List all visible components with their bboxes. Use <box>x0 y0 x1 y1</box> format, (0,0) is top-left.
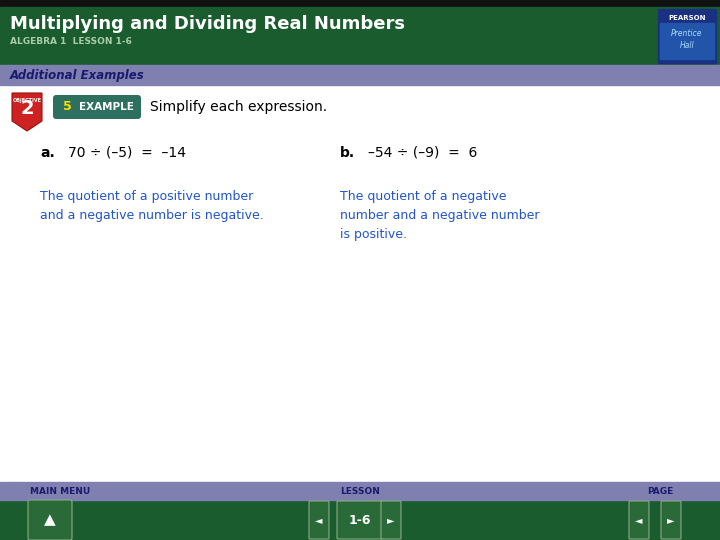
Text: The quotient of a negative
number and a negative number
is positive.: The quotient of a negative number and a … <box>340 190 539 241</box>
Text: 5: 5 <box>63 100 71 113</box>
Text: ►: ► <box>387 515 395 525</box>
Text: ◄: ◄ <box>635 515 643 525</box>
Text: EXAMPLE: EXAMPLE <box>78 102 133 112</box>
Text: ▲: ▲ <box>44 512 56 528</box>
FancyBboxPatch shape <box>53 95 141 119</box>
Bar <box>0 65 720 85</box>
FancyBboxPatch shape <box>309 501 329 539</box>
Text: OBJECTIVE: OBJECTIVE <box>12 98 42 103</box>
Bar <box>0 7 720 65</box>
Bar <box>658 9 716 63</box>
Text: 1-6: 1-6 <box>348 514 372 526</box>
Text: MAIN MENU: MAIN MENU <box>30 487 90 496</box>
FancyBboxPatch shape <box>661 501 681 539</box>
Text: Additional Examples: Additional Examples <box>10 69 145 82</box>
Text: 2: 2 <box>20 99 34 118</box>
Text: 70 ÷ (–5)  =  –14: 70 ÷ (–5) = –14 <box>68 146 186 160</box>
Bar <box>660 23 714 59</box>
Bar <box>0 500 720 540</box>
Text: ◄: ◄ <box>315 515 323 525</box>
Text: Simplify each expression.: Simplify each expression. <box>150 100 327 114</box>
Text: b.: b. <box>340 146 355 160</box>
Text: PEARSON: PEARSON <box>668 15 706 21</box>
FancyBboxPatch shape <box>381 501 401 539</box>
Bar <box>0 482 720 500</box>
Text: ►: ► <box>667 515 675 525</box>
Text: Multiplying and Dividing Real Numbers: Multiplying and Dividing Real Numbers <box>10 15 405 33</box>
Polygon shape <box>12 93 42 131</box>
Text: LESSON: LESSON <box>340 487 380 496</box>
Text: The quotient of a positive number
and a negative number is negative.: The quotient of a positive number and a … <box>40 190 264 222</box>
FancyBboxPatch shape <box>629 501 649 539</box>
Text: –54 ÷ (–9)  =  6: –54 ÷ (–9) = 6 <box>368 146 477 160</box>
Bar <box>0 0 720 7</box>
Text: PAGE: PAGE <box>647 487 673 496</box>
Text: ALGEBRA 1  LESSON 1-6: ALGEBRA 1 LESSON 1-6 <box>10 37 132 46</box>
Text: Hall: Hall <box>680 41 694 50</box>
FancyBboxPatch shape <box>28 500 72 540</box>
Text: a.: a. <box>40 146 55 160</box>
FancyBboxPatch shape <box>337 501 383 539</box>
Text: Prentice: Prentice <box>671 29 703 38</box>
